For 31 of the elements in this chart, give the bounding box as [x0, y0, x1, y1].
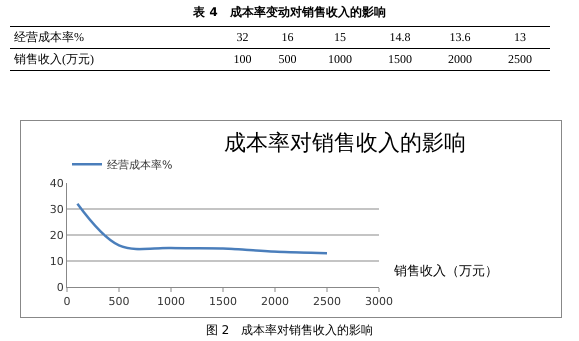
- x-tick-label: 1500: [209, 295, 237, 308]
- y-tick-label: 10: [50, 254, 64, 268]
- x-tick-label: 2000: [261, 295, 289, 308]
- legend-label: 经营成本率%: [107, 158, 172, 172]
- x-tick-label: 500: [108, 295, 130, 308]
- text: 13.6: [430, 26, 490, 48]
- text: 15: [310, 26, 370, 48]
- text: 14.8: [370, 26, 430, 48]
- x-tick-label: 1000: [157, 295, 185, 308]
- y-tick-label: 0: [56, 280, 64, 294]
- text: 经营成本率%: [10, 26, 220, 48]
- text: 2000: [430, 48, 490, 70]
- text: 销售收入(万元): [10, 48, 220, 70]
- text: 100: [220, 48, 265, 70]
- x-tick-label: 3000: [365, 295, 393, 308]
- text: 1000: [310, 48, 370, 70]
- text: 1500: [370, 48, 430, 70]
- x-tick-label: 2500: [313, 295, 341, 308]
- text: 500: [265, 48, 310, 70]
- y-tick-label: 20: [50, 228, 64, 242]
- y-tick-label: 30: [50, 202, 64, 216]
- y-tick-label: 40: [50, 176, 64, 190]
- caption: 图 2 成本率对销售收入的影响: [204, 322, 374, 339]
- text: 表 4 成本率变动对销售收入的影响: [192, 4, 387, 21]
- text: 16: [265, 26, 310, 48]
- text: 2500: [490, 48, 550, 70]
- line-series: [76, 202, 328, 254]
- text: 32: [220, 26, 265, 48]
- x-axis-title: 销售收入（万元）: [393, 264, 498, 279]
- chart-title: 成本率对销售收入的影响: [224, 131, 466, 156]
- text: 13: [490, 26, 550, 48]
